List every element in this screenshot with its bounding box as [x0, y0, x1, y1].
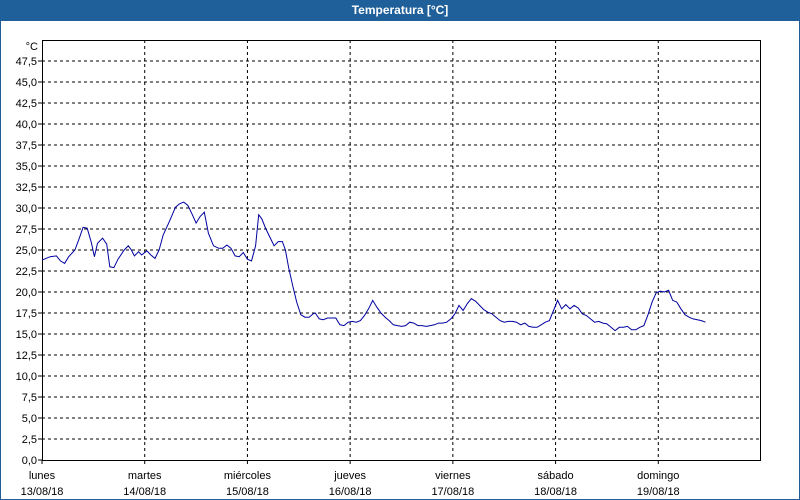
- y-tick-label: 22,5: [16, 266, 37, 278]
- y-axis-ticks: 0,0 2,5 5,0 7,5 10,0 12,5 15,0 17,5 20,0 22,5 25,0…: [16, 56, 42, 467]
- y-tick-label: 37,5: [16, 140, 37, 152]
- y-tick-label: 42,5: [16, 98, 37, 110]
- y-tick-label: 12,5: [16, 350, 37, 362]
- x-tick-date-label: 14/08/18: [123, 486, 166, 498]
- y-tick-label: 30,0: [16, 203, 37, 215]
- x-tick-day-label: sábado: [538, 470, 574, 482]
- y-tick-label: 47,5: [16, 56, 37, 68]
- y-tick-label: 32,5: [16, 182, 37, 194]
- series-group: [41, 201, 706, 332]
- x-tick-day-label: domingo: [637, 470, 679, 482]
- x-axis-ticks: lunes 13/08/18 martes 14/08/18 miércoles 15/0…: [21, 460, 680, 498]
- plot-frame: [42, 40, 761, 461]
- y-tick-label: 35,0: [16, 161, 37, 173]
- y-tick-label: 10,0: [16, 371, 37, 383]
- y-tick-label: 25,0: [16, 245, 37, 257]
- y-tick-label: 15,0: [16, 329, 37, 341]
- y-tick-label: 27,5: [16, 224, 37, 236]
- y-tick-label: 17,5: [16, 308, 37, 320]
- x-tick-date-label: 19/08/18: [637, 486, 680, 498]
- x-tick-date-label: 13/08/18: [21, 486, 64, 498]
- x-tick-date-label: 18/08/18: [534, 486, 577, 498]
- y-tick-label: 7,5: [22, 392, 37, 404]
- series-line-temperature: [41, 201, 706, 332]
- y-tick-label: 5,0: [22, 413, 37, 425]
- y-tick-label: 20,0: [16, 287, 37, 299]
- y-axis-unit-label: °C: [26, 41, 38, 53]
- x-tick-day-label: jueves: [333, 470, 366, 482]
- x-tick-day-label: miércoles: [224, 470, 272, 482]
- y-tick-label: 2,5: [22, 434, 37, 446]
- x-tick-day-label: viernes: [435, 470, 471, 482]
- chart-title: Temperatura [°C]: [1, 0, 799, 21]
- x-tick-day-label: lunes: [29, 470, 56, 482]
- grid: [42, 40, 761, 460]
- y-tick-label: 45,0: [16, 77, 37, 89]
- x-tick-date-label: 17/08/18: [431, 486, 474, 498]
- y-tick-label: 40,0: [16, 119, 37, 131]
- x-tick-date-label: 15/08/18: [226, 486, 269, 498]
- y-tick-label: 0,0: [22, 455, 37, 467]
- x-tick-date-label: 16/08/18: [329, 486, 372, 498]
- x-tick-day-label: martes: [128, 470, 162, 482]
